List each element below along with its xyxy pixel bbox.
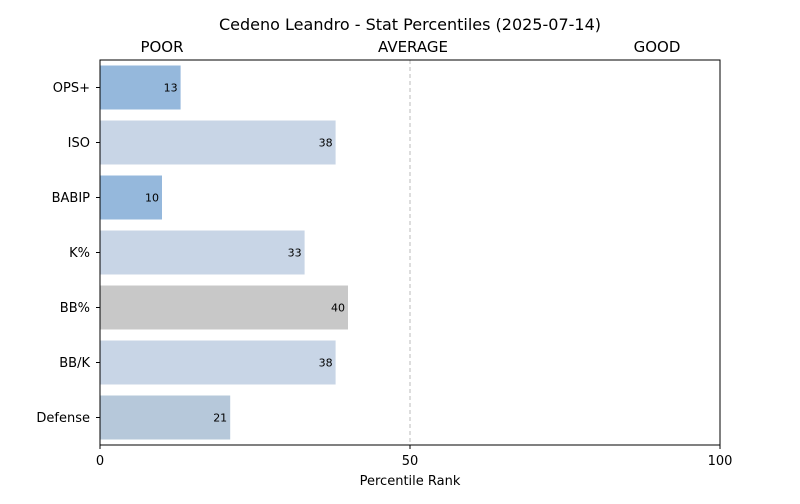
bar-value-label-k: 33: [288, 247, 302, 260]
chart-title: Cedeno Leandro - Stat Percentiles (2025-…: [219, 15, 601, 34]
zone-label-poor: POOR: [140, 38, 183, 56]
y-tick-label-babip: BABIP: [52, 191, 91, 206]
zone-label-average: AVERAGE: [378, 38, 448, 56]
y-tick-label-defense: Defense: [36, 411, 90, 426]
y-tick-label-k: K%: [69, 246, 90, 261]
y-tick-label-bb: BB%: [60, 301, 90, 316]
axis-layer: OPS+ ISO BABIP K% BB% BB/K Defense 0 50 100: [36, 81, 732, 469]
bar-k: [100, 230, 305, 275]
bar-value-label-babip: 10: [145, 192, 159, 205]
bar-iso: [100, 120, 336, 165]
bar-value-label-ops: 13: [164, 82, 178, 95]
bar-bb-k: [100, 340, 336, 385]
bar-defense: [100, 395, 231, 440]
bar-babip: [100, 175, 162, 220]
bar-bb: [100, 285, 348, 330]
bar-value-label-iso: 38: [319, 137, 333, 150]
y-tick-label-ops: OPS+: [53, 81, 90, 96]
x-tick-label-50: 50: [402, 454, 419, 469]
bar-value-label-bb: 40: [331, 302, 345, 315]
x-tick-label-100: 100: [708, 454, 733, 469]
x-tick-label-0: 0: [96, 454, 104, 469]
bar-ops: [100, 65, 181, 110]
y-tick-label-iso: ISO: [68, 136, 90, 151]
x-axis-label: Percentile Rank: [360, 474, 461, 489]
bar-value-label-bb-k: 38: [319, 357, 333, 370]
bar-value-label-defense: 21: [213, 412, 227, 425]
y-tick-label-bb-k: BB/K: [59, 356, 90, 371]
zone-label-good: GOOD: [634, 38, 681, 56]
bars-layer: 13 38 10 33 40 38 21: [100, 65, 348, 440]
